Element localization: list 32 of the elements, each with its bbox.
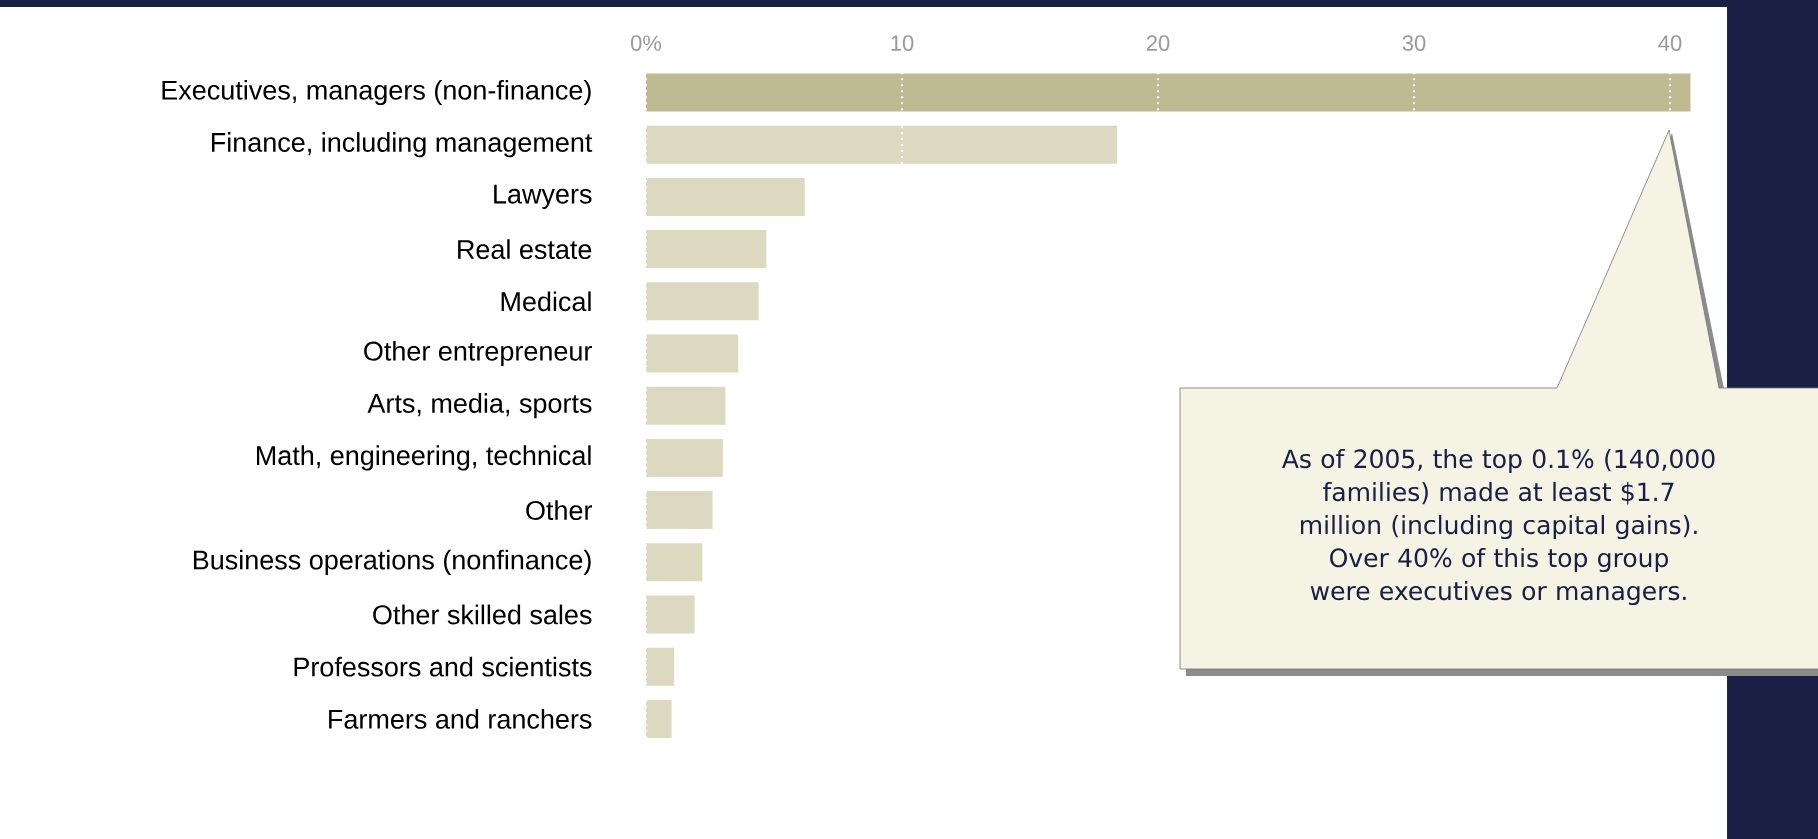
- bar: [646, 125, 1118, 164]
- annotation: As of 2005, the top 0.1% (140,000 families) made at least $1.7 million (including capital gains). Over 40% of this top group were executives or managers.: [1282, 448, 1715, 606]
- y-tick-label: Medical: [501, 291, 591, 312]
- bar: [646, 491, 713, 530]
- y-tick-label: Other: [526, 500, 593, 521]
- bar: [646, 282, 759, 321]
- bar: [646, 438, 723, 477]
- y-tick-label: Farmers and ranchers: [329, 708, 592, 729]
- bar: [646, 73, 1691, 112]
- x-tick-label: 30: [1402, 35, 1426, 51]
- bar: [646, 543, 703, 582]
- y-tick-label: Business operations (nonfinance): [193, 549, 591, 575]
- y-tick-label: Math, engineering, technical: [256, 445, 591, 471]
- x-tick-label: 0%: [630, 35, 662, 51]
- y-tick-label: Other entrepreneur: [364, 340, 592, 367]
- bar: [646, 595, 695, 634]
- bar: [646, 699, 672, 738]
- bar: [646, 386, 726, 425]
- y-tick-label: Arts, media, sports: [367, 393, 592, 419]
- y-tick-label: Lawyers: [494, 184, 592, 209]
- y-tick-label: Executives, managers (non-finance): [162, 79, 591, 106]
- y-tick-label: Other skilled sales: [373, 604, 592, 625]
- y-tick-label: Real estate: [458, 239, 592, 260]
- x-tick-label: 10: [891, 35, 914, 51]
- bar: [646, 230, 767, 269]
- x-tick-label: 20: [1146, 35, 1170, 51]
- bar: [646, 647, 675, 686]
- y-tick-label: Finance, including management: [211, 132, 593, 158]
- y-tick-label: Professors and scientists: [294, 656, 592, 677]
- bar: [646, 177, 805, 216]
- x-tick-label: 40: [1658, 35, 1682, 51]
- bar: [646, 334, 739, 373]
